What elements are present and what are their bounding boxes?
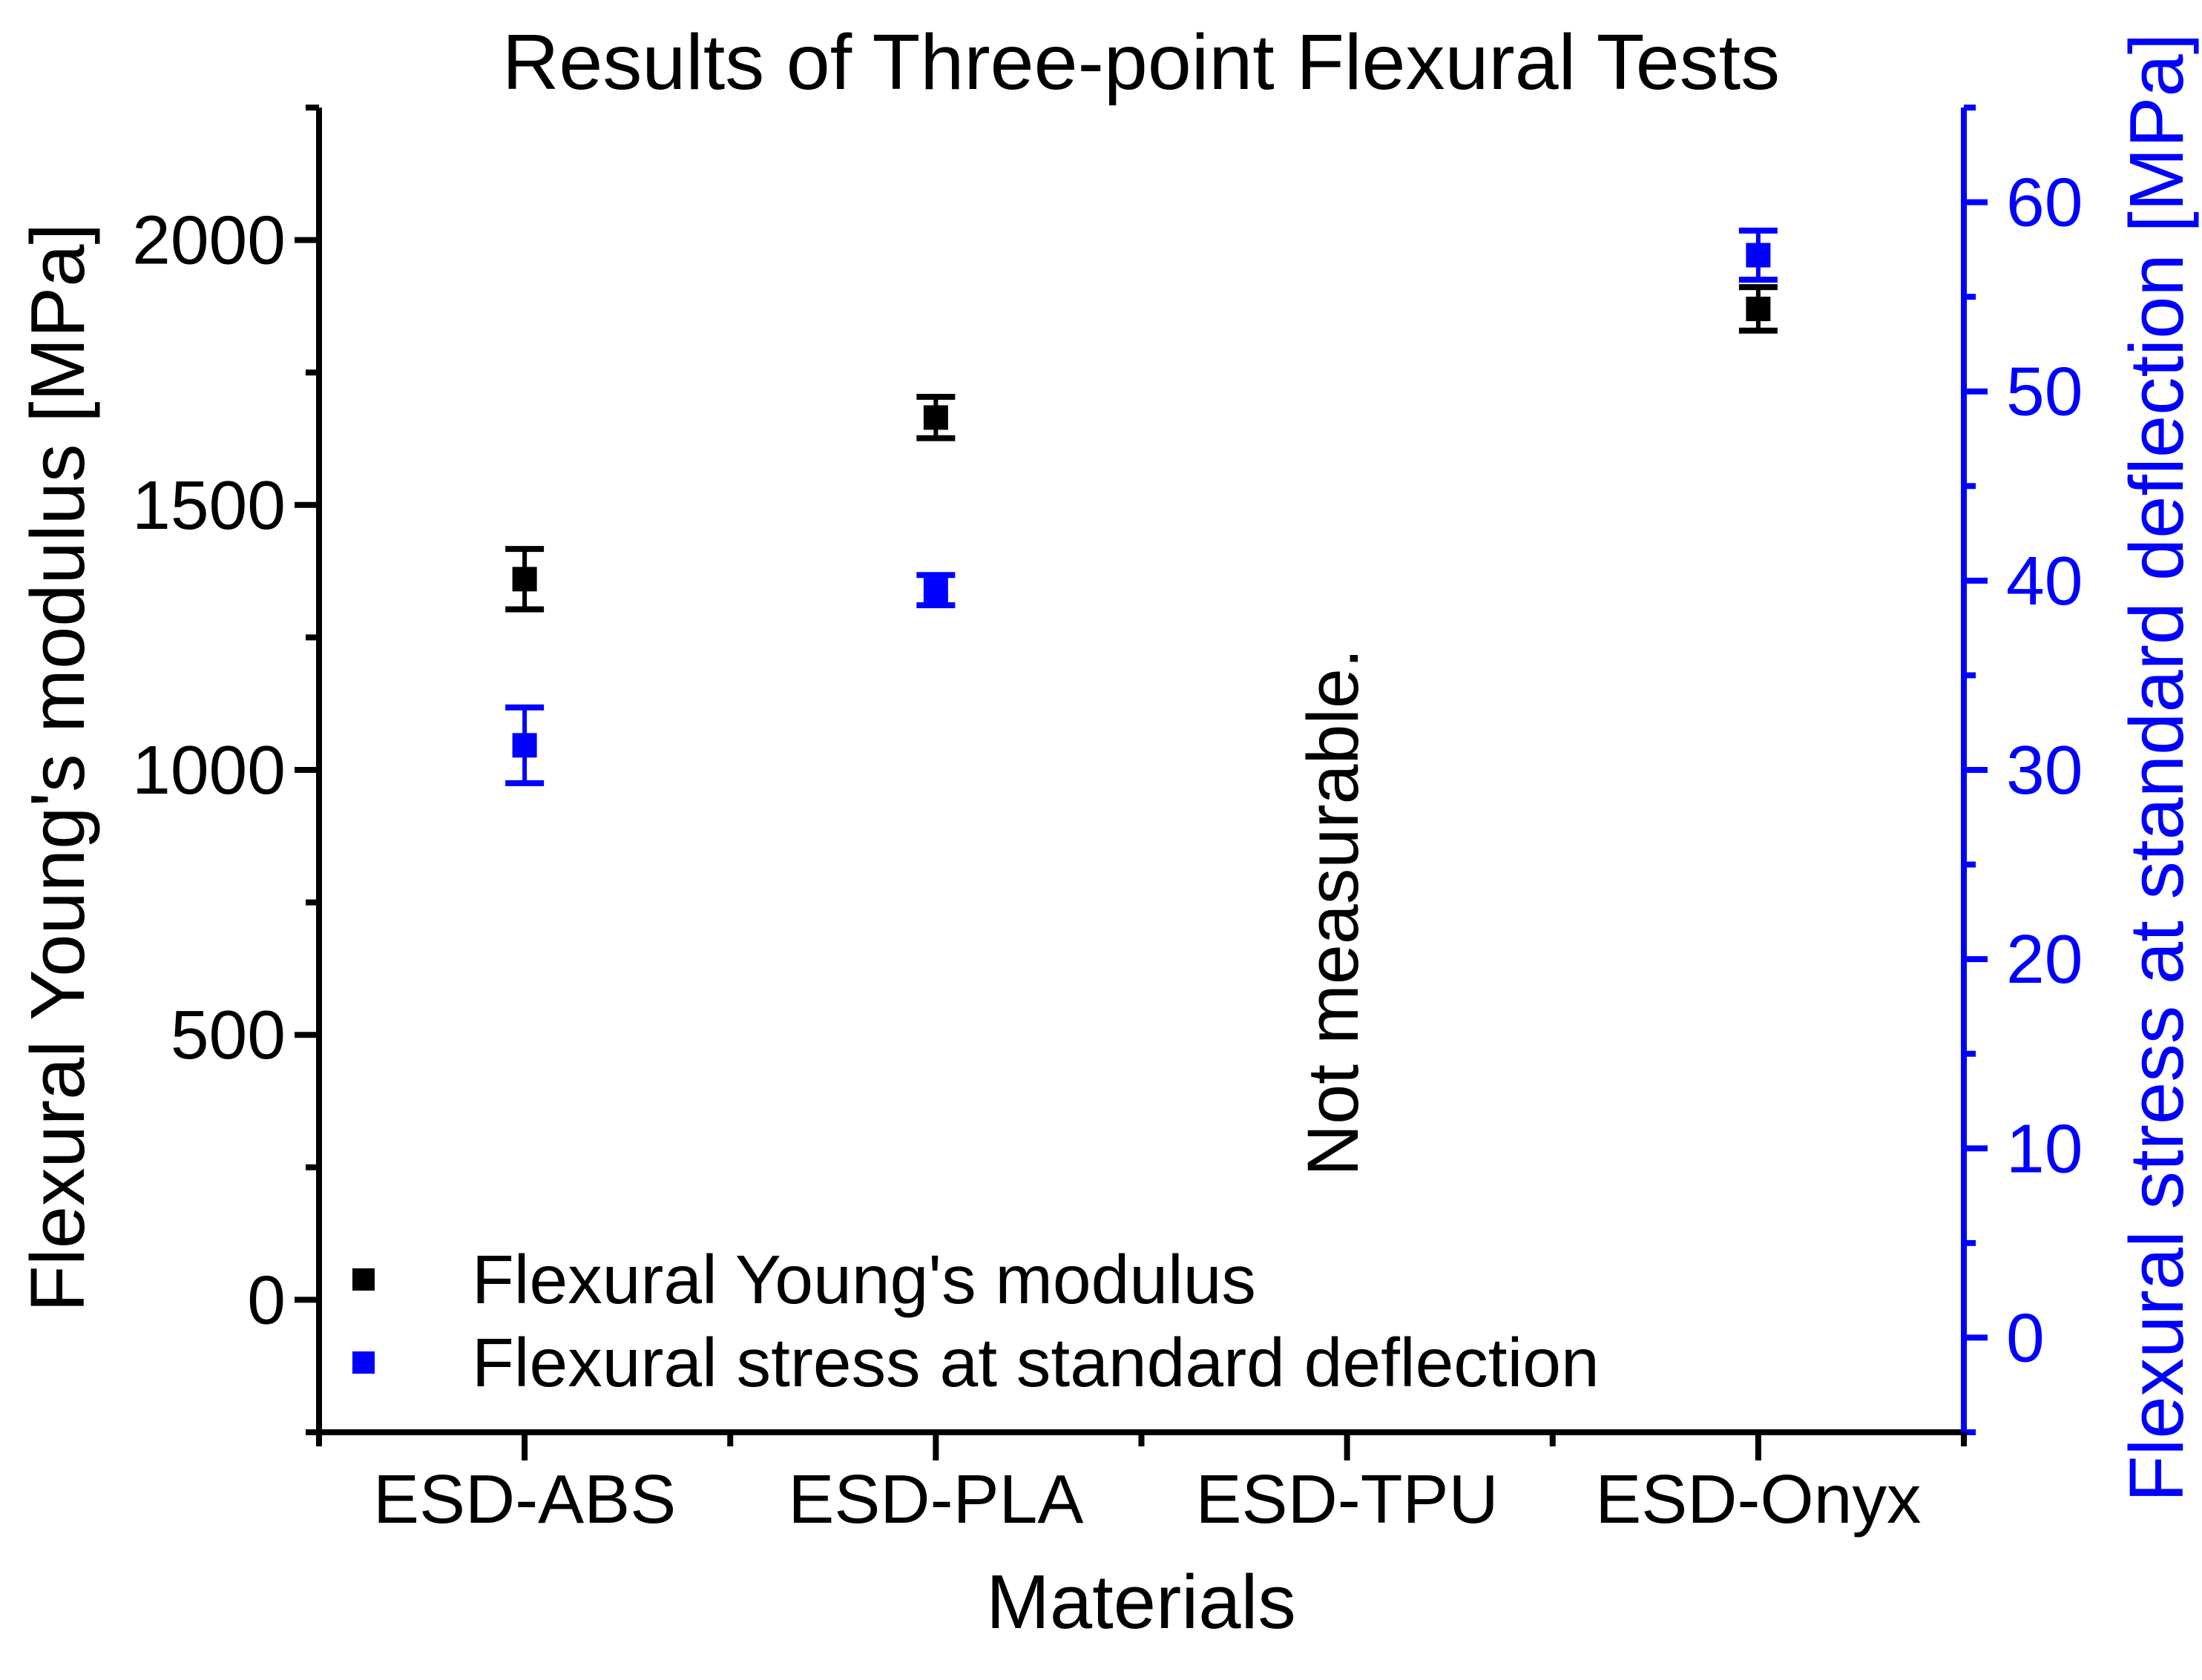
y-right-tick-label: 20 bbox=[2006, 920, 2083, 998]
legend-marker-flexural-stress bbox=[352, 1351, 375, 1374]
x-axis-label: Materials bbox=[986, 1559, 1296, 1644]
y-right-tick-label: 60 bbox=[2006, 164, 2083, 241]
chart-title: Results of Three-point Flexural Tests bbox=[502, 19, 1780, 106]
y-left-tick-label: 0 bbox=[247, 1261, 286, 1338]
y-right-tick-label: 40 bbox=[2006, 542, 2083, 619]
y-axis-left-label: Flexural Young's modulus [MPa] bbox=[15, 223, 100, 1312]
square-marker bbox=[923, 578, 948, 603]
y-axis-right-label: Flexural stress at standard deflection [… bbox=[2114, 33, 2199, 1503]
x-tick-label: ESD-ABS bbox=[373, 1460, 676, 1538]
y-left-tick-label: 1500 bbox=[132, 467, 286, 544]
data-point-group bbox=[916, 394, 956, 441]
legend-label-flexural-stress: Flexural stress at standard deflection bbox=[472, 1324, 1600, 1401]
square-marker bbox=[923, 405, 948, 430]
data-points bbox=[505, 227, 1778, 786]
y-right-tick-label: 0 bbox=[2006, 1299, 2045, 1376]
y-left-tick-label: 1000 bbox=[132, 731, 286, 808]
x-tick-label: ESD-Onyx bbox=[1595, 1460, 1921, 1538]
data-point-group bbox=[505, 546, 545, 613]
axes bbox=[316, 108, 1967, 1437]
axis-ticks bbox=[295, 105, 1988, 1460]
square-marker bbox=[1746, 243, 1771, 268]
square-marker bbox=[1746, 296, 1771, 321]
legend-marker-young-modulus bbox=[352, 1268, 375, 1291]
y-right-tick-label: 10 bbox=[2006, 1110, 2083, 1187]
x-tick-label: ESD-PLA bbox=[788, 1460, 1083, 1538]
data-point-group bbox=[1738, 284, 1778, 334]
y-right-tick-label: 50 bbox=[2006, 353, 2083, 430]
y-left-tick-label: 500 bbox=[171, 996, 286, 1073]
data-point-group bbox=[505, 704, 545, 786]
legend: Flexural Young's modulus Flexural stress… bbox=[352, 1241, 1600, 1401]
axis-tick-labels: 0 500 1000 1500 2000 0 10 20 30 40 50 60 ESD-ABS ESD-… bbox=[132, 164, 2083, 1538]
not-measurable-annotation: Not measurable. bbox=[1292, 648, 1373, 1176]
data-point-group bbox=[916, 572, 956, 609]
square-marker bbox=[512, 567, 537, 592]
square-marker bbox=[512, 733, 537, 758]
y-left-tick-label: 2000 bbox=[132, 202, 286, 279]
y-right-tick-label: 30 bbox=[2006, 731, 2083, 808]
x-tick-label: ESD-TPU bbox=[1196, 1460, 1499, 1538]
data-point-group bbox=[1738, 227, 1778, 283]
legend-label-young-modulus: Flexural Young's modulus bbox=[472, 1241, 1256, 1318]
